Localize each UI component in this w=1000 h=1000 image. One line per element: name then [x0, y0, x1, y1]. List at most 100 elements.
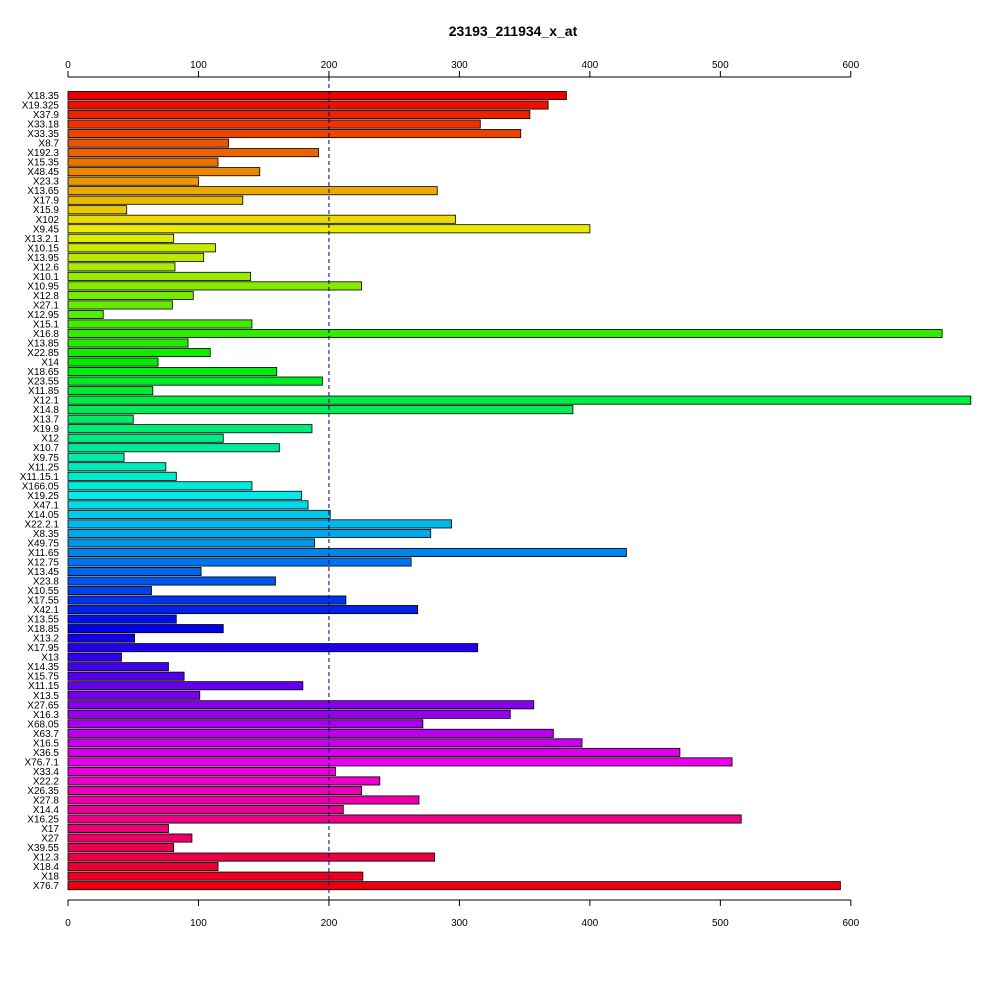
tick-label: 300 — [451, 60, 468, 71]
bar-X102 — [67, 214, 456, 224]
category-label: X19.9 — [33, 424, 60, 435]
category-label: X27.65 — [27, 700, 59, 711]
category-label: X23.8 — [33, 577, 60, 588]
category-label: X11.15 — [28, 681, 59, 692]
category-label: X37.9 — [33, 110, 60, 121]
bar-X11.85 — [67, 386, 154, 396]
bar-X12.8 — [67, 290, 194, 300]
bar-X166.05 — [67, 481, 253, 491]
category-label: X19.325 — [22, 101, 60, 112]
category-label: X36.5 — [33, 748, 60, 759]
bar-X18.35 — [67, 91, 567, 101]
category-label: X16.3 — [33, 710, 60, 721]
bar-X23.55 — [67, 376, 323, 386]
tick-label: 600 — [842, 918, 859, 929]
bar-X13.85 — [67, 338, 189, 348]
bar-X16.25 — [67, 814, 742, 824]
bar-X10.95 — [67, 281, 362, 291]
category-label: X18.35 — [27, 91, 59, 102]
bar-X68.05 — [67, 719, 424, 729]
category-label: X15.9 — [33, 205, 60, 216]
category-label: X23.3 — [33, 177, 60, 188]
category-label: X14.35 — [27, 662, 59, 673]
tick-label: 600 — [842, 60, 859, 71]
category-label: X68.05 — [27, 719, 59, 730]
bar-X13.5 — [67, 690, 201, 700]
bar-X14.8 — [67, 405, 574, 415]
bar-X18 — [67, 871, 364, 881]
bar-X49.75 — [67, 538, 315, 548]
bar-X12.75 — [67, 557, 412, 567]
top-x-axis: 0 100 200 300 400 500 600 — [65, 60, 860, 78]
category-label: X33.18 — [27, 120, 59, 131]
bar-X22.2.1 — [67, 519, 452, 529]
bar-X27.8 — [67, 795, 420, 805]
bar-X13.55 — [67, 614, 177, 624]
bar-X33.18 — [67, 119, 481, 129]
category-label: X27.1 — [33, 300, 60, 311]
tick-label: 500 — [712, 918, 729, 929]
bar-X76.7.1 — [67, 757, 733, 767]
category-label: X12.75 — [27, 557, 59, 568]
bar-X15.35 — [67, 157, 219, 167]
tick-label: 0 — [65, 918, 71, 929]
category-label: X47.1 — [33, 500, 60, 511]
bar-X13.45 — [67, 567, 202, 577]
bar-X10.7 — [67, 443, 280, 453]
category-label: X12 — [41, 434, 59, 445]
category-label: X14.8 — [33, 405, 60, 416]
chart-title: 23193_211934_x_at — [449, 23, 578, 39]
bar-X33.35 — [67, 129, 522, 139]
bar-X37.9 — [67, 110, 531, 120]
bar-X12.95 — [67, 309, 104, 319]
bar-X17.9 — [67, 195, 244, 205]
category-label: X12.95 — [27, 310, 59, 321]
category-label: X33.35 — [27, 129, 59, 140]
category-label: X10.1 — [33, 272, 60, 283]
bar-X27.65 — [67, 700, 535, 710]
bar-X19.9 — [67, 424, 313, 434]
category-label: X12.6 — [33, 262, 60, 273]
tick-label: 500 — [712, 60, 729, 71]
bar-X23.8 — [67, 576, 276, 586]
category-label: X16.25 — [27, 815, 59, 826]
tick-label: 400 — [582, 918, 599, 929]
category-label: X17 — [41, 824, 59, 835]
category-label: X13 — [41, 653, 59, 664]
category-label: X11.65 — [28, 548, 59, 559]
bar-X16.5 — [67, 738, 583, 748]
bar-X19.325 — [67, 100, 549, 110]
bar-X8.35 — [67, 528, 432, 538]
bar-X18.65 — [67, 367, 278, 377]
category-label: X14.4 — [33, 805, 60, 816]
category-label: X26.35 — [27, 786, 59, 797]
bar-X36.5 — [67, 747, 681, 757]
category-label: X11.25 — [28, 462, 59, 473]
tick-label: 100 — [190, 918, 207, 929]
tick-label: 0 — [65, 60, 71, 71]
category-label: X13.2.1 — [25, 234, 60, 245]
bar-X14.35 — [67, 662, 169, 672]
category-label: X22.2 — [33, 776, 60, 787]
bar-X22.2 — [67, 776, 381, 786]
bar-X8.7 — [67, 138, 229, 148]
category-label: X14.05 — [27, 510, 59, 521]
category-label: X18 — [41, 872, 59, 883]
tick-label: 300 — [451, 918, 468, 929]
bar-X17.55 — [67, 595, 347, 605]
category-label: X10.15 — [27, 243, 59, 254]
category-label: X13.5 — [33, 691, 60, 702]
category-label: X39.55 — [27, 843, 59, 854]
bar-X14.05 — [67, 509, 331, 519]
category-label: X10.55 — [27, 586, 59, 597]
category-label: X22.2.1 — [25, 519, 60, 530]
bar-X16.3 — [67, 709, 511, 719]
bar-X12 — [67, 433, 224, 443]
bar-X10.1 — [67, 271, 252, 281]
category-label: X18.65 — [27, 367, 59, 378]
bar-X76.7 — [67, 881, 841, 891]
bar-X26.35 — [67, 785, 362, 795]
bar-X16.8 — [67, 328, 943, 338]
